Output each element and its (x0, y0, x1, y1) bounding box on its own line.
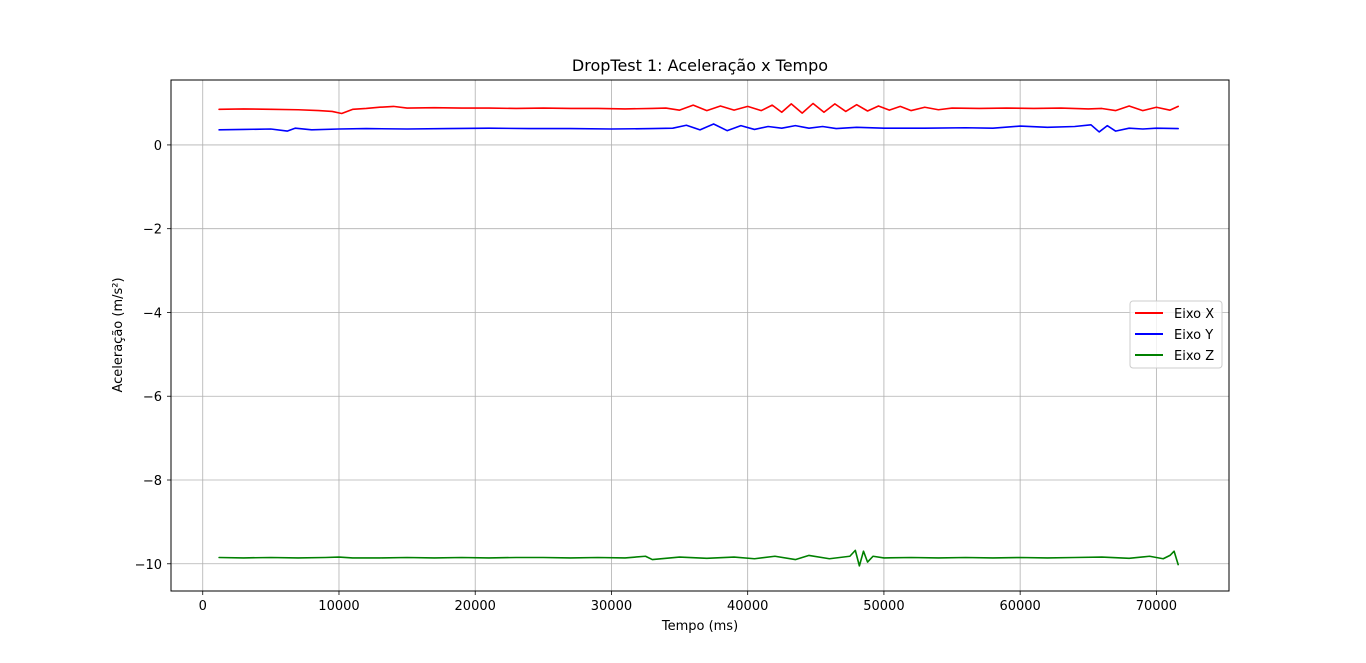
x-tick-label: 10000 (318, 599, 359, 614)
x-tick-label: 40000 (727, 599, 768, 614)
legend-label-1: Eixo X (1174, 307, 1214, 322)
x-tick-label: 50000 (863, 599, 904, 614)
x-tick-label: 0 (199, 599, 207, 614)
y-tick-label: −8 (143, 474, 162, 489)
legend-label-2: Eixo Y (1174, 328, 1213, 343)
plot-area-background (171, 80, 1229, 591)
legend-box (1129, 300, 1223, 369)
axis-ticks: 0 10000 20000 30000 40000 50000 60000 70000 0 −2 −… (135, 139, 1178, 614)
y-tick-label: −2 (143, 223, 162, 238)
y-tick-label: −4 (143, 306, 162, 321)
legend-label-3: Eixo Z (1174, 349, 1214, 364)
x-tick-label: 20000 (455, 599, 496, 614)
series-line-1 (218, 102, 1179, 115)
series-line-3 (218, 549, 1179, 567)
y-tick-label: 0 (154, 139, 162, 154)
legend: Eixo X Eixo Y Eixo Z (1129, 300, 1223, 369)
y-tick-label: −6 (143, 390, 162, 405)
plot-area-frame (170, 79, 1230, 592)
y-axis-label: Aceleração (m/s²) (111, 277, 126, 392)
x-tick-label: 30000 (591, 599, 632, 614)
chart-title: DropTest 1: Aceleração x Tempo (572, 56, 828, 75)
x-tick-label: 60000 (999, 599, 1040, 614)
x-axis-label: Tempo (ms) (661, 619, 738, 634)
x-tick-label: 70000 (1136, 599, 1177, 614)
series-lines (218, 102, 1179, 567)
series-line-2 (218, 123, 1179, 133)
y-tick-label: −10 (135, 558, 162, 573)
grid-lines (171, 80, 1229, 591)
